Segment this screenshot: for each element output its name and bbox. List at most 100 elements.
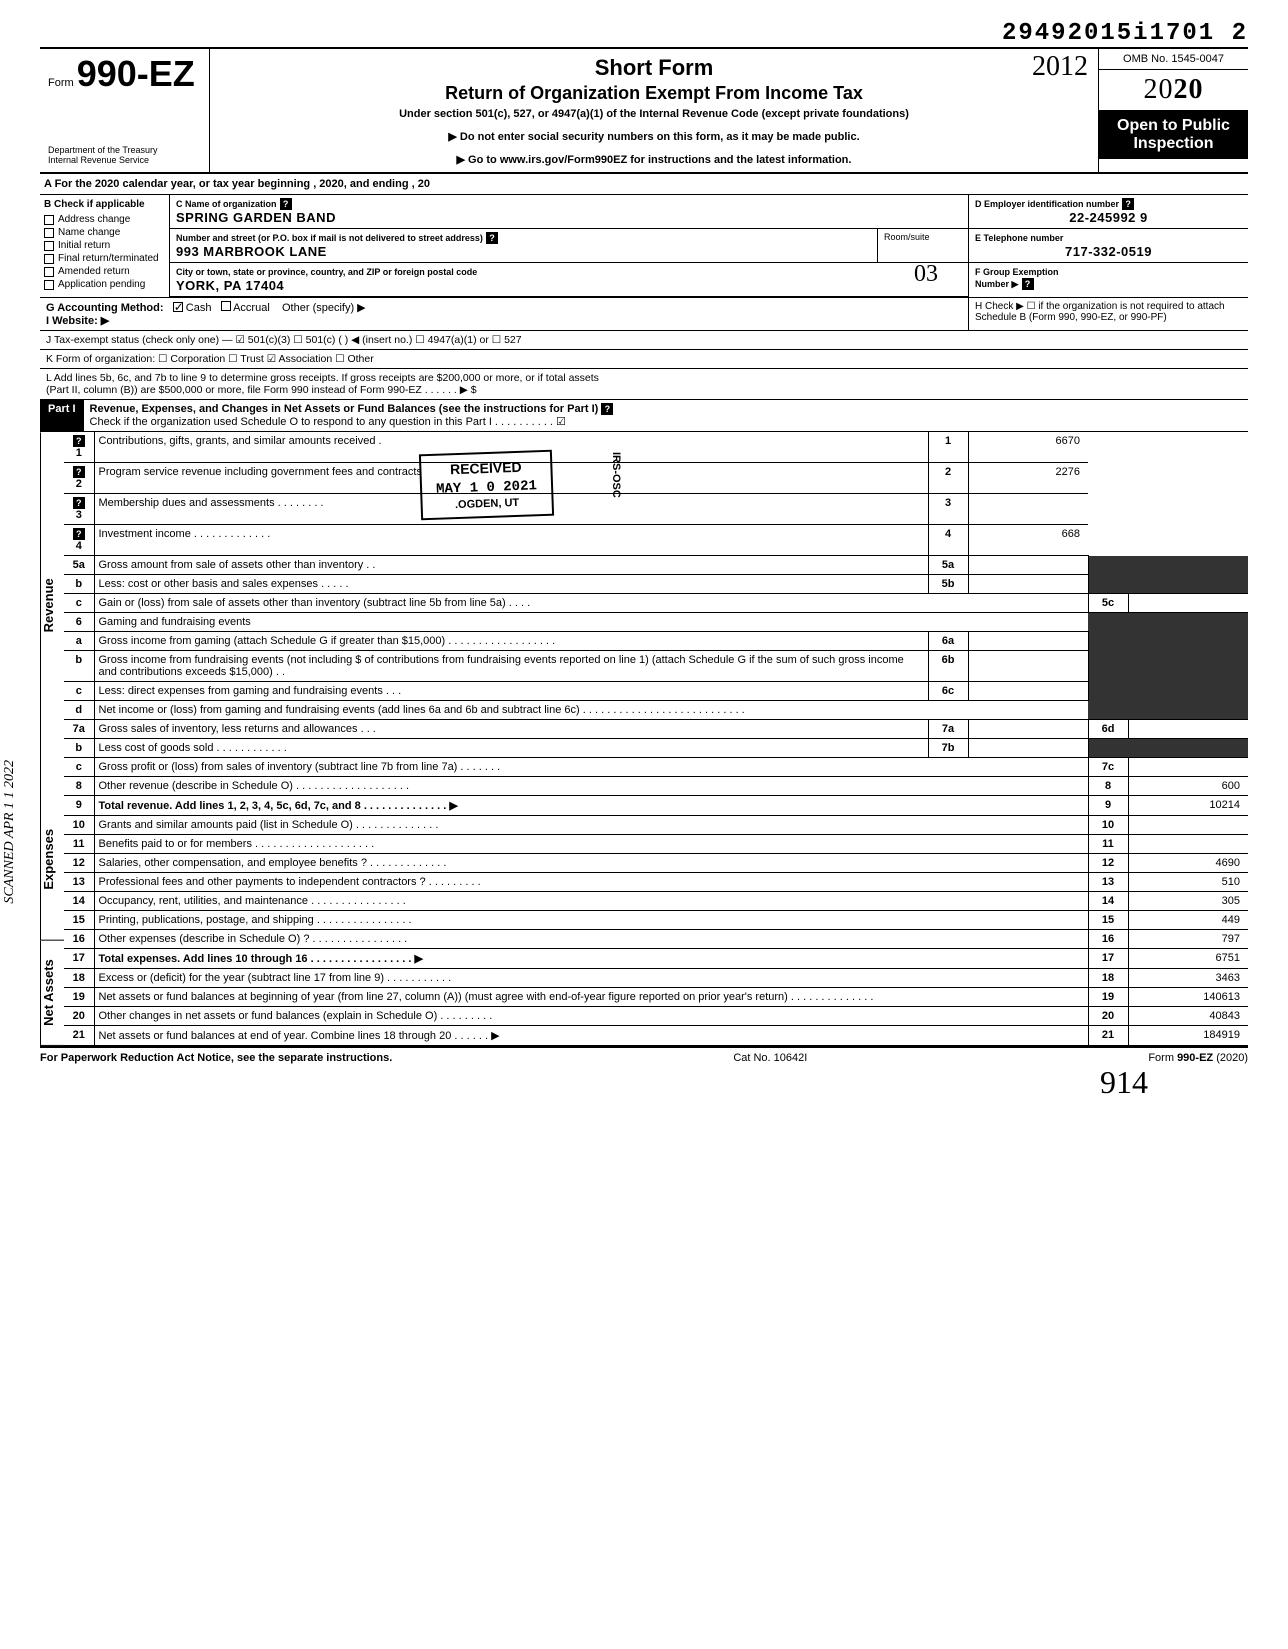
sidebar-expenses: Expenses: [40, 778, 64, 941]
part1-header-row: Part I Revenue, Expenses, and Changes in…: [40, 400, 1248, 432]
part1-label: Part I: [40, 400, 84, 431]
short-form-title: Short Form: [230, 55, 1078, 81]
line-14: 14Occupancy, rent, utilities, and mainte…: [64, 892, 1248, 911]
paperwork-notice: For Paperwork Reduction Act Notice, see …: [40, 1052, 392, 1064]
form-prefix: Form: [48, 77, 74, 89]
return-subtitle: Return of Organization Exempt From Incom…: [230, 83, 1078, 104]
main-info-grid: B Check if applicable Address change Nam…: [40, 195, 1248, 298]
col-b-header: B Check if applicable: [44, 199, 165, 210]
line-16: 16Other expenses (describe in Schedule O…: [64, 930, 1248, 949]
org-name-label: C Name of organization: [176, 199, 277, 209]
room-suite: Room/suite: [878, 229, 968, 262]
open-public-1: Open to Public: [1103, 117, 1244, 135]
line-20: 20Other changes in net assets or fund ba…: [64, 1007, 1248, 1026]
check-address-change[interactable]: Address change: [44, 214, 165, 225]
line-5c: cGain or (loss) from sale of assets othe…: [64, 594, 1248, 613]
instructions-url: ▶ Go to www.irs.gov/Form990EZ for instru…: [230, 153, 1078, 166]
ssn-warning: ▶ Do not enter social security numbers o…: [230, 130, 1078, 143]
part1-table: ?1Contributions, gifts, grants, and simi…: [64, 432, 1248, 1046]
j-tax-exempt-row: J Tax-exempt status (check only one) — ☑…: [40, 331, 1248, 350]
help-icon: ?: [280, 198, 292, 210]
street-value: 993 MARBROOK LANE: [176, 244, 327, 259]
open-public-2: Inspection: [1103, 135, 1244, 153]
city-label: City or town, state or province, country…: [176, 267, 477, 277]
line-21: 21Net assets or fund balances at end of …: [64, 1026, 1248, 1046]
line-6a: aGross income from gaming (attach Schedu…: [64, 632, 1248, 651]
check-amended-return[interactable]: Amended return: [44, 266, 165, 277]
line-6c: cLess: direct expenses from gaming and f…: [64, 682, 1248, 701]
line-7c: cGross profit or (loss) from sales of in…: [64, 758, 1248, 777]
title-cell: Short Form 2012 Return of Organization E…: [210, 49, 1098, 172]
line-17: 17Total expenses. Add lines 10 through 1…: [64, 949, 1248, 969]
form-header: Form 990-EZ Department of the Treasury I…: [40, 47, 1248, 174]
part1-check-text: Check if the organization used Schedule …: [90, 416, 566, 428]
ein-cell: D Employer identification number ? 22-24…: [969, 195, 1248, 229]
col-c-org-info: C Name of organization ? SPRING GARDEN B…: [170, 195, 968, 297]
handwritten-03: 03: [914, 261, 938, 288]
city-row: City or town, state or province, country…: [170, 263, 968, 297]
dept-treasury: Department of the Treasury: [48, 145, 201, 155]
received-stamp: RECEIVED MAY 1 0 2021 .OGDEN, UT: [419, 450, 554, 521]
line-3: ?3Membership dues and assessments . . . …: [64, 494, 1248, 525]
line-18: 18Excess or (deficit) for the year (subt…: [64, 969, 1248, 988]
check-name-change[interactable]: Name change: [44, 227, 165, 238]
line-4: ?4Investment income . . . . . . . . . . …: [64, 525, 1248, 556]
other-specify: Other (specify) ▶: [282, 302, 366, 314]
group-exemption-cell: F Group Exemption Number ▶ ?: [969, 263, 1248, 293]
phone-cell: E Telephone number 717-332-0519: [969, 229, 1248, 263]
city-value: YORK, PA 17404: [176, 278, 284, 293]
document-id-code: 29492015i1701 2: [40, 20, 1248, 47]
line-2: ?2Program service revenue including gove…: [64, 463, 1248, 494]
k-line-text: K Form of organization: ☐ Corporation ☐ …: [46, 353, 374, 365]
irs-osc-stamp: IRS-OSC: [610, 452, 622, 498]
l-gross-receipts-row: L Add lines 5b, 6c, and 7b to line 9 to …: [40, 369, 1248, 400]
part1-body: RECEIVED MAY 1 0 2021 .OGDEN, UT IRS-OSC…: [40, 432, 1248, 1048]
help-icon: ?: [1022, 278, 1034, 290]
check-accrual[interactable]: [221, 301, 231, 311]
open-to-public: Open to Public Inspection: [1099, 111, 1248, 159]
help-icon: ?: [601, 403, 613, 415]
help-icon: ?: [486, 232, 498, 244]
line-5a: 5aGross amount from sale of assets other…: [64, 556, 1248, 575]
street-row: Number and street (or P.O. box if mail i…: [170, 229, 968, 263]
line-13: 13Professional fees and other payments t…: [64, 873, 1248, 892]
group-exemption-label: F Group Exemption: [975, 267, 1059, 277]
line-12: 12Salaries, other compensation, and empl…: [64, 854, 1248, 873]
h-check-schedule-b: H Check ▶ ☐ if the organization is not r…: [968, 298, 1248, 330]
stamp-received-text: RECEIVED: [435, 458, 536, 478]
handwritten-year: 2012: [1032, 51, 1088, 83]
line-9: 9Total revenue. Add lines 1, 2, 3, 4, 5c…: [64, 796, 1248, 816]
check-application-pending[interactable]: Application pending: [44, 279, 165, 290]
ein-label: D Employer identification number: [975, 199, 1119, 209]
k-form-org-row: K Form of organization: ☐ Corporation ☐ …: [40, 350, 1248, 369]
check-final-return[interactable]: Final return/terminated: [44, 253, 165, 264]
handwritten-914: 914: [40, 1064, 1248, 1101]
sidebar-labels: Revenue Expenses Net Assets: [40, 432, 64, 1046]
line-15: 15Printing, publications, postage, and s…: [64, 911, 1248, 930]
line-8: 8Other revenue (describe in Schedule O) …: [64, 777, 1248, 796]
col-de: D Employer identification number ? 22-24…: [968, 195, 1248, 297]
tax-year-2020: 20202020: [1099, 70, 1248, 111]
under-section: Under section 501(c), 527, or 4947(a)(1)…: [230, 108, 1078, 120]
line-6: 6Gaming and fundraising events: [64, 613, 1248, 632]
col-b-checkboxes: B Check if applicable Address change Nam…: [40, 195, 170, 297]
cat-no: Cat No. 10642I: [733, 1052, 807, 1064]
l-line1: L Add lines 5b, 6c, and 7b to line 9 to …: [46, 372, 599, 384]
accrual-label: Accrual: [233, 302, 270, 314]
line-10: 10Grants and similar amounts paid (list …: [64, 816, 1248, 835]
phone-value: 717-332-0519: [975, 244, 1242, 259]
check-cash[interactable]: [173, 302, 183, 312]
part1-title: Revenue, Expenses, and Changes in Net As…: [84, 400, 1248, 431]
irs-label: Internal Revenue Service: [48, 155, 201, 165]
line-7a: 7aGross sales of inventory, less returns…: [64, 720, 1248, 739]
phone-label: E Telephone number: [975, 233, 1063, 243]
l-line2: (Part II, column (B)) are $500,000 or mo…: [46, 384, 477, 396]
form-footer: Form 990-EZ (2020): [1148, 1052, 1248, 1064]
form-number: 990-EZ: [77, 53, 195, 94]
cash-label: Cash: [186, 302, 212, 314]
year-cell: OMB No. 1545-0047 20202020 Open to Publi…: [1098, 49, 1248, 172]
org-name-row: C Name of organization ? SPRING GARDEN B…: [170, 195, 968, 229]
i-website: I Website: ▶: [46, 315, 109, 327]
g-label: G Accounting Method:: [46, 302, 164, 314]
check-initial-return[interactable]: Initial return: [44, 240, 165, 251]
